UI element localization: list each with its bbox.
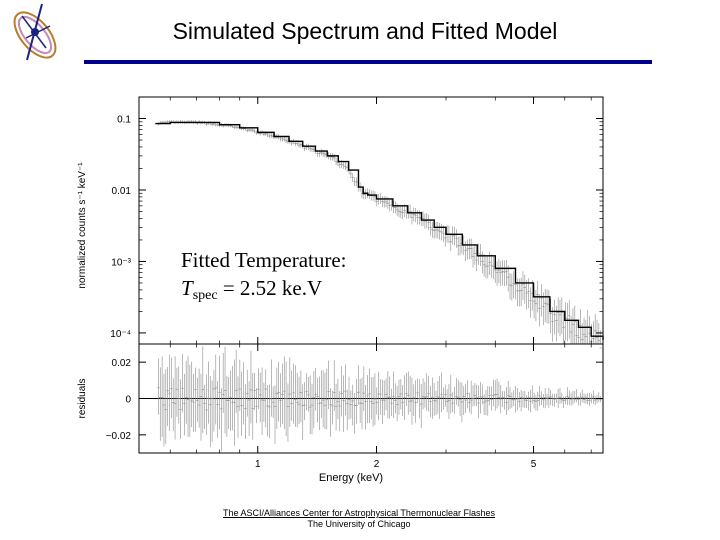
- fitted-temperature-annotation: Fitted Temperature: Tspec = 2.52 ke.V: [181, 246, 350, 310]
- spectrum-chart: 0.1 0.01 10⁻³ 10⁻⁴ 0.02 0 −0.02 1 2 5 Energy (keV)…: [77, 96, 604, 484]
- model-step-line: [155, 121, 604, 340]
- spectrum-y-tick-label: 10⁻³: [111, 257, 131, 268]
- residual-y-tick-label: 0.02: [112, 358, 132, 369]
- x-axis-label: Energy (keV): [319, 472, 383, 484]
- title-rule: [84, 60, 652, 64]
- x-tick-label: 5: [531, 459, 537, 470]
- annotation-value-line: Tspec = 2.52 ke.V: [181, 274, 347, 310]
- residual-y-tick-label: 0: [125, 395, 131, 406]
- spectrum-y-axis-label: normalized counts s⁻¹ keV⁻¹: [77, 162, 88, 289]
- footer: The ASCI/Alliances Center for Astrophysi…: [180, 508, 538, 530]
- residual-y-tick-label: −0.02: [106, 431, 132, 442]
- spectrum-y-tick-label: 0.01: [112, 186, 132, 197]
- flash-center-logo: [13, 3, 57, 61]
- annotation-subscript: spec: [192, 288, 218, 303]
- x-tick-label: 2: [374, 459, 380, 470]
- annotation-value: = 2.52 ke.V: [217, 276, 323, 300]
- x-tick-label: 1: [255, 459, 261, 470]
- slide-title: Simulated Spectrum and Fitted Model: [172, 18, 558, 44]
- spectrum-y-tick-label: 0.1: [117, 115, 131, 126]
- spectrum-y-tick-label: 10⁻⁴: [110, 329, 131, 340]
- residual-y-axis-label: residuals: [77, 378, 88, 418]
- annotation-label: Fitted Temperature:: [181, 248, 347, 272]
- footer-institution: The ASCI/Alliances Center for Astrophysi…: [223, 508, 495, 518]
- annotation-variable: T: [181, 276, 193, 300]
- footer-university: The University of Chicago: [307, 519, 411, 529]
